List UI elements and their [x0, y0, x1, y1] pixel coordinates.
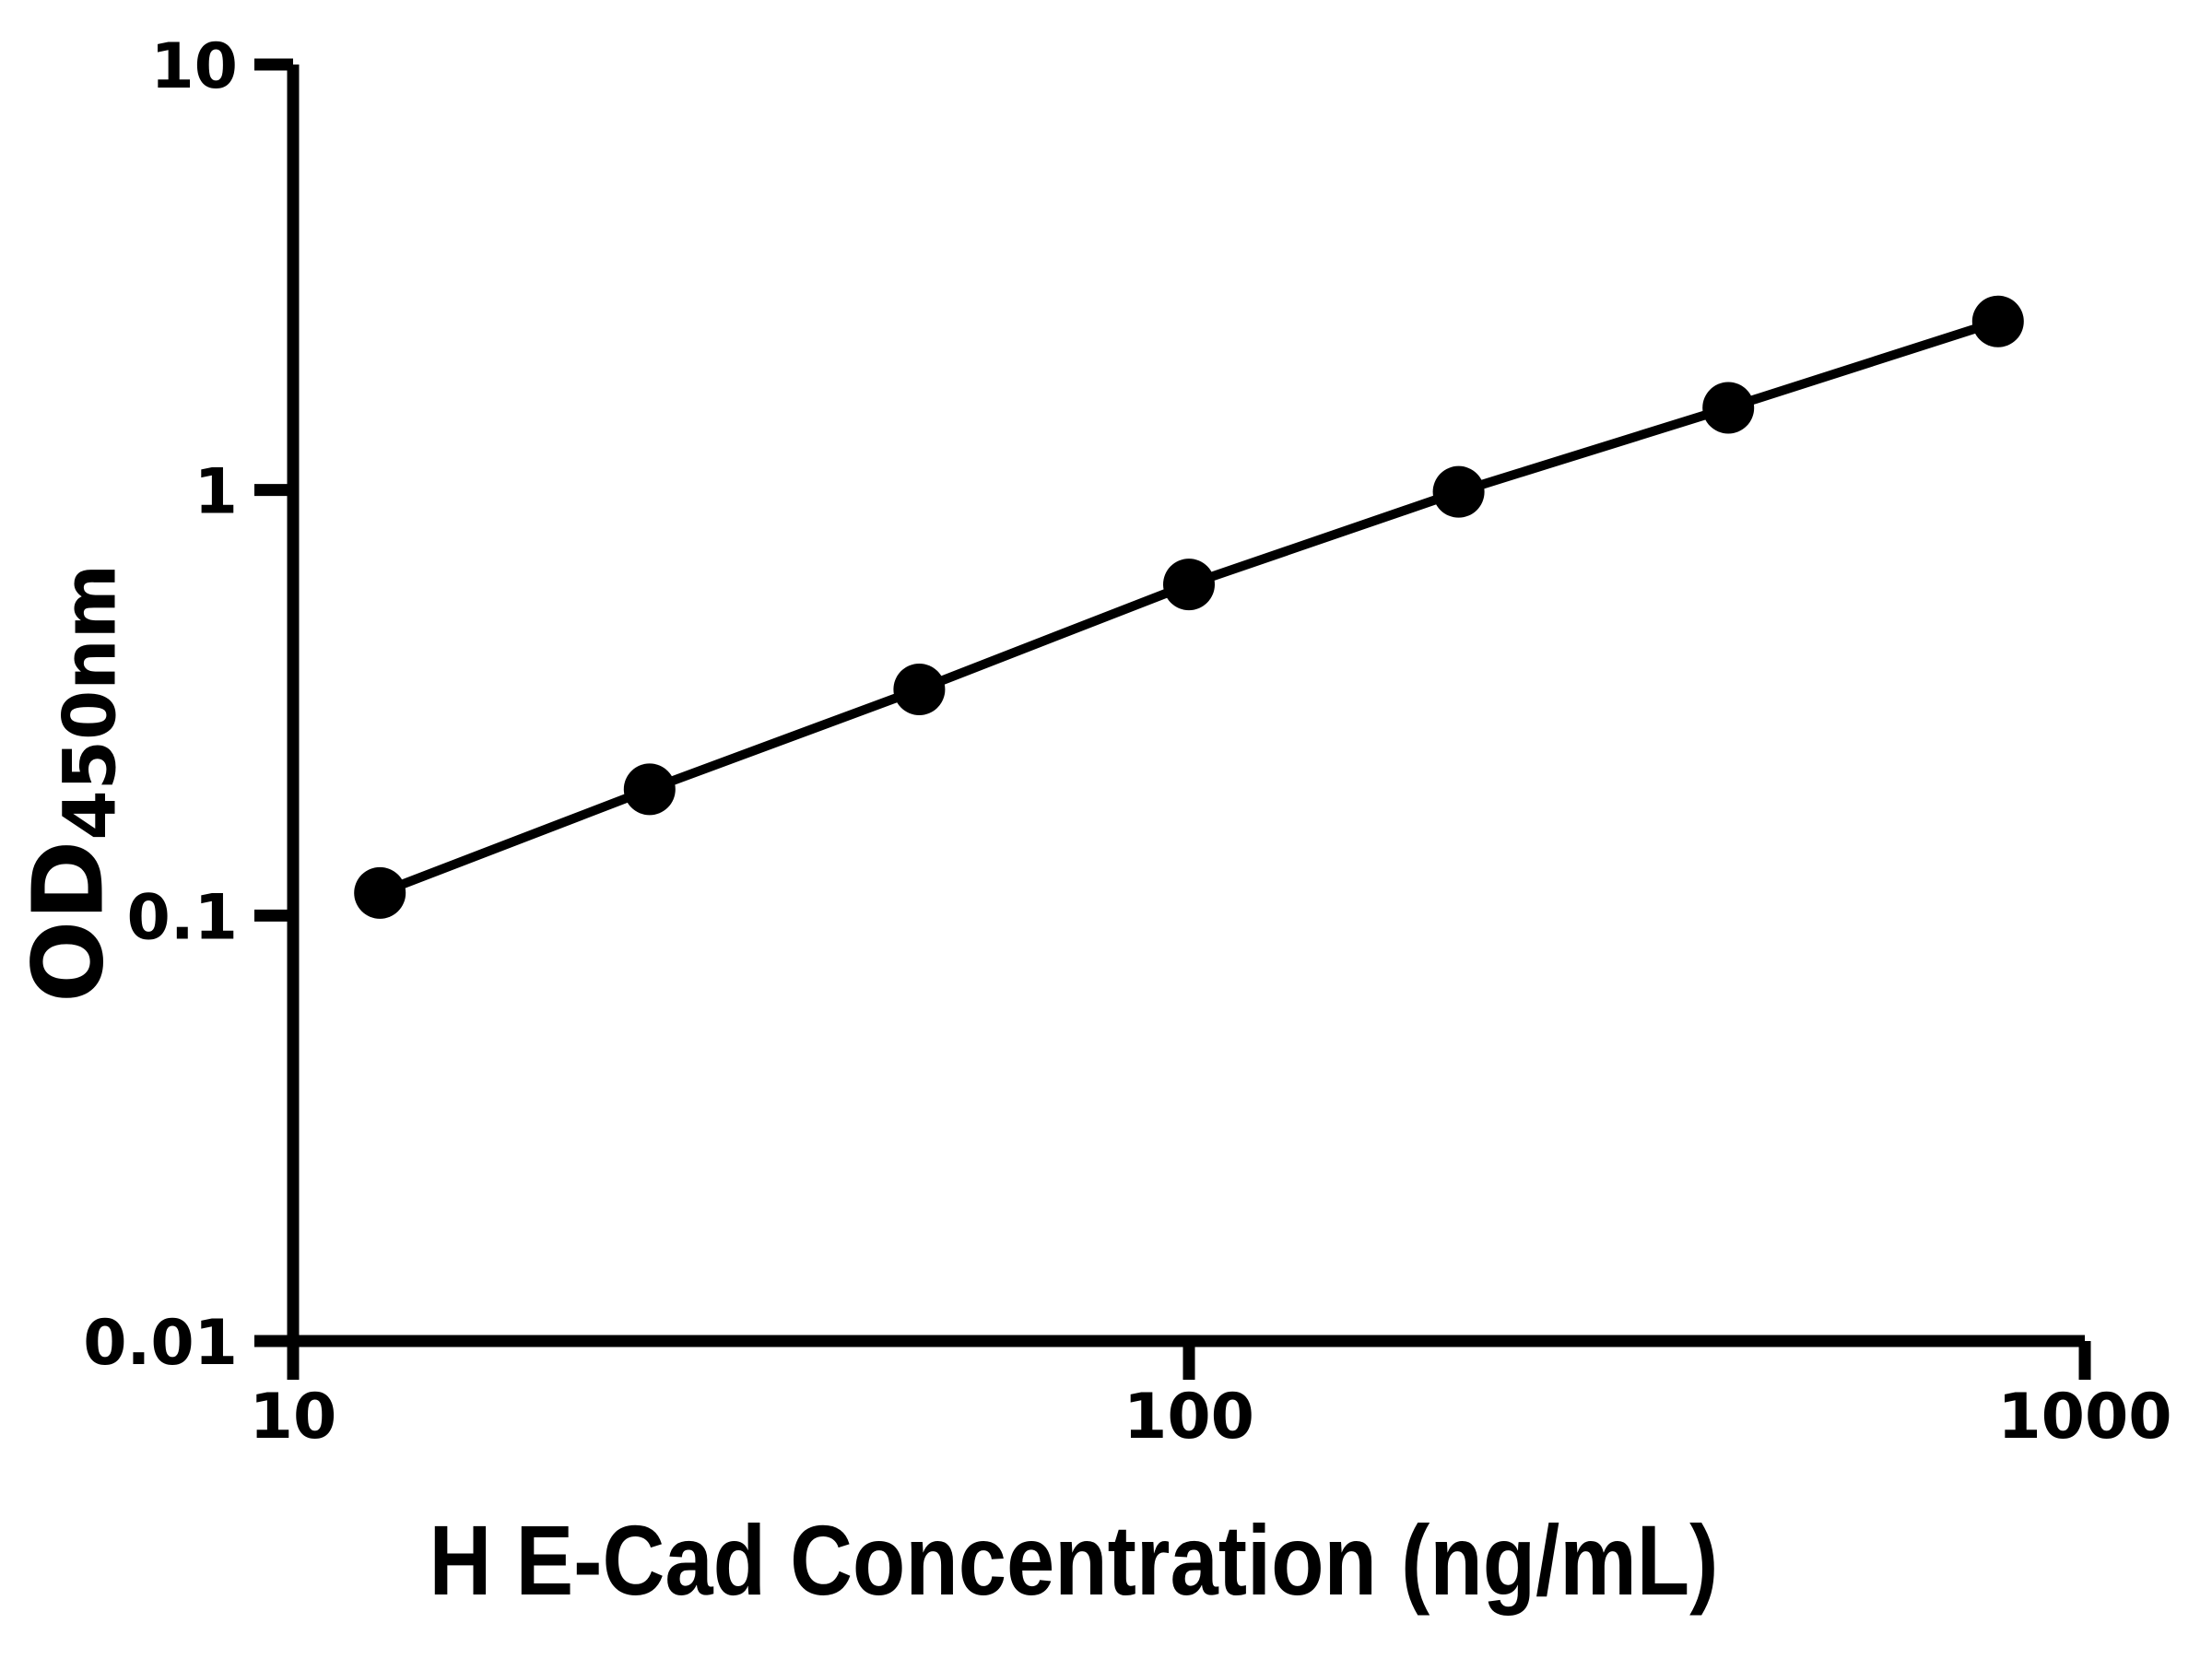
data-point-0	[354, 866, 406, 919]
x-tick-label-10: 10	[250, 1381, 337, 1453]
x-axis-title-container: H E-Cad Concentration (ng/mL)	[333, 1511, 1815, 1610]
y-axis-title-subscript: 450nm	[49, 563, 133, 841]
y-tick-label-0.01: 0.01	[83, 1307, 238, 1380]
x-tick-label-100: 100	[1124, 1381, 1254, 1453]
axis-frame	[287, 65, 2085, 1347]
data-point-5	[1702, 382, 1755, 434]
data-point-4	[1432, 465, 1485, 518]
data-point-6	[1971, 295, 2024, 347]
y-tick-label-10: 10	[150, 30, 238, 103]
y-axis-title: OD450nm	[12, 564, 132, 1003]
data-point-3	[1163, 559, 1215, 611]
y-axis-title-main: OD	[12, 840, 125, 1004]
x-axis-title: H E-Cad Concentration (ng/mL)	[429, 1504, 1719, 1616]
y-tick-label-0.1: 0.1	[127, 881, 238, 954]
data-point-2	[893, 663, 946, 715]
x-tick-label-1000: 1000	[1997, 1381, 2171, 1453]
y-tick-label-1: 1	[194, 456, 238, 529]
data-point-1	[623, 763, 676, 816]
